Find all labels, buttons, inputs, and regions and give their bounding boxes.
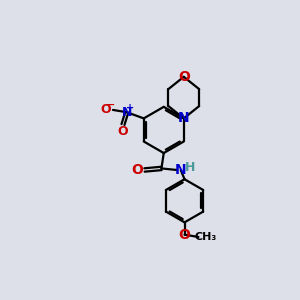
Text: O: O — [132, 163, 143, 177]
Text: −: − — [106, 100, 115, 110]
Text: O: O — [101, 103, 111, 116]
Text: O: O — [178, 228, 190, 242]
Text: CH₃: CH₃ — [195, 232, 217, 242]
Text: O: O — [178, 70, 190, 84]
Text: O: O — [117, 125, 128, 138]
Text: N: N — [122, 106, 132, 119]
Text: N: N — [175, 163, 187, 177]
Text: N: N — [178, 111, 190, 125]
Text: +: + — [126, 103, 134, 113]
Text: H: H — [185, 161, 195, 174]
